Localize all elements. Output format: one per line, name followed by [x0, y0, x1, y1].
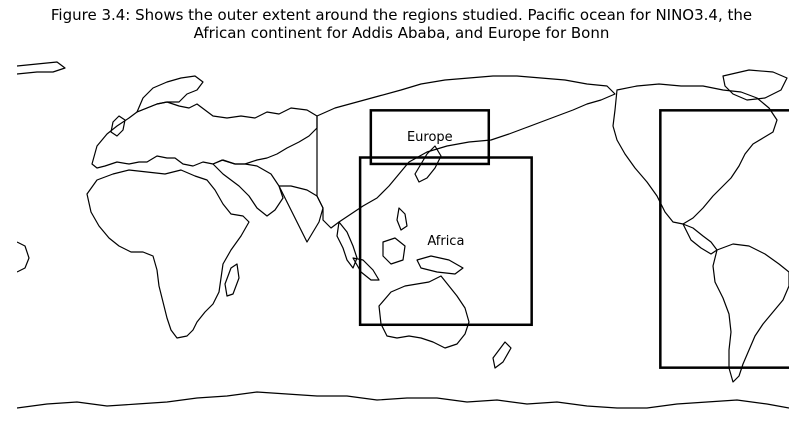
region-box-africa	[358, 156, 533, 327]
figure-title: Figure 3.4: Shows the outer extent aroun…	[0, 6, 803, 42]
coastline-north-america	[612, 83, 778, 225]
coastline-europe	[91, 101, 318, 169]
coastlines	[16, 61, 790, 409]
coastline-south-asia	[278, 185, 324, 243]
figure-title-line-1: Figure 3.4: Shows the outer extent aroun…	[50, 6, 753, 24]
coastline-australia	[378, 275, 470, 349]
region-boxes: EuropeAfricaPacific	[358, 109, 803, 369]
region-label-europe: Europe	[407, 130, 453, 145]
coastline-madagascar	[224, 263, 240, 297]
coastline-africa	[86, 169, 250, 339]
coastline-philippines	[396, 207, 408, 231]
coastline-sumatra	[352, 257, 380, 281]
coastline-east-asia	[316, 75, 616, 229]
region-box-pacific	[659, 109, 803, 369]
coastline-greenland	[722, 69, 788, 101]
coastline-borneo	[382, 237, 406, 265]
world-map: EuropeAfricaPacific	[16, 61, 803, 409]
coastline-new-guinea	[416, 255, 464, 275]
region-label-africa: Africa	[427, 234, 464, 249]
coastline-new-zealand	[492, 341, 512, 369]
coastline-antarctica	[16, 391, 790, 409]
figure-title-line-2: African continent for Addis Ababa, and E…	[193, 24, 610, 42]
region-box-europe	[369, 109, 491, 166]
coastline-arctic-left	[16, 61, 66, 75]
coastline-indochina	[336, 221, 358, 269]
coastline-scandinavia	[136, 75, 204, 113]
coastline-south-america	[712, 243, 790, 383]
coastline-japan	[414, 145, 442, 183]
coastline-central-america	[682, 223, 718, 255]
coastline-britain	[110, 115, 126, 137]
coastline-asia	[212, 159, 284, 217]
map-panel: EuropeAfricaPacific	[16, 46, 803, 436]
coastline-west-edge-americas	[16, 241, 30, 273]
